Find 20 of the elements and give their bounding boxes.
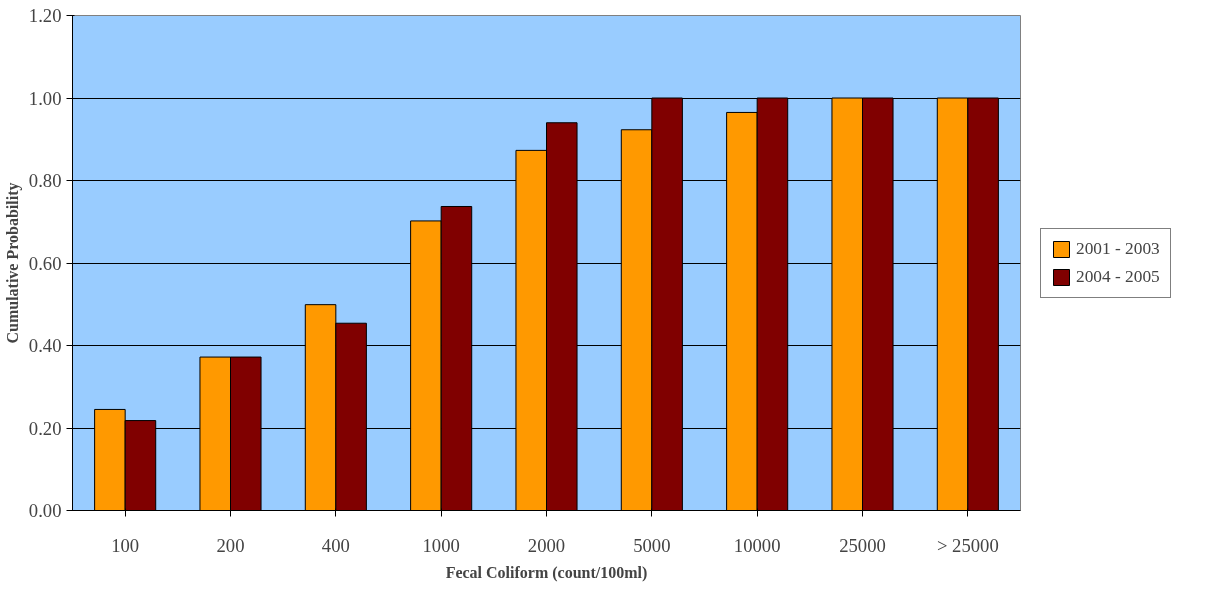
- legend-label: 2001 - 2003: [1076, 238, 1160, 259]
- x-tick-label: 200: [216, 534, 245, 556]
- y-axis-title: Cumulative Probability: [3, 182, 22, 344]
- x-tick-label: 400: [321, 534, 350, 556]
- y-tick-label: 1.20: [28, 5, 62, 26]
- y-tick-label: 1.00: [28, 87, 62, 109]
- x-tick-label: 2000: [527, 534, 566, 556]
- y-tick-label: 0.60: [28, 252, 62, 274]
- legend-label: 2004 - 2005: [1076, 266, 1160, 287]
- x-tick-label: > 25000: [936, 534, 999, 556]
- y-tick-label: 0.80: [28, 170, 62, 191]
- y-tick-label: 0.00: [28, 500, 62, 521]
- x-axis-title: Fecal Coliform (count/100ml): [445, 563, 648, 582]
- y-tick-label: 0.20: [28, 417, 62, 439]
- x-tick-label: 25000: [839, 534, 886, 556]
- x-tick-label: 10000: [733, 534, 781, 556]
- x-tick-label: 5000: [633, 534, 671, 556]
- x-tick-label: 100: [111, 534, 140, 556]
- y-tick-label: 0.40: [28, 335, 62, 356]
- x-tick-label: 1000: [422, 534, 460, 556]
